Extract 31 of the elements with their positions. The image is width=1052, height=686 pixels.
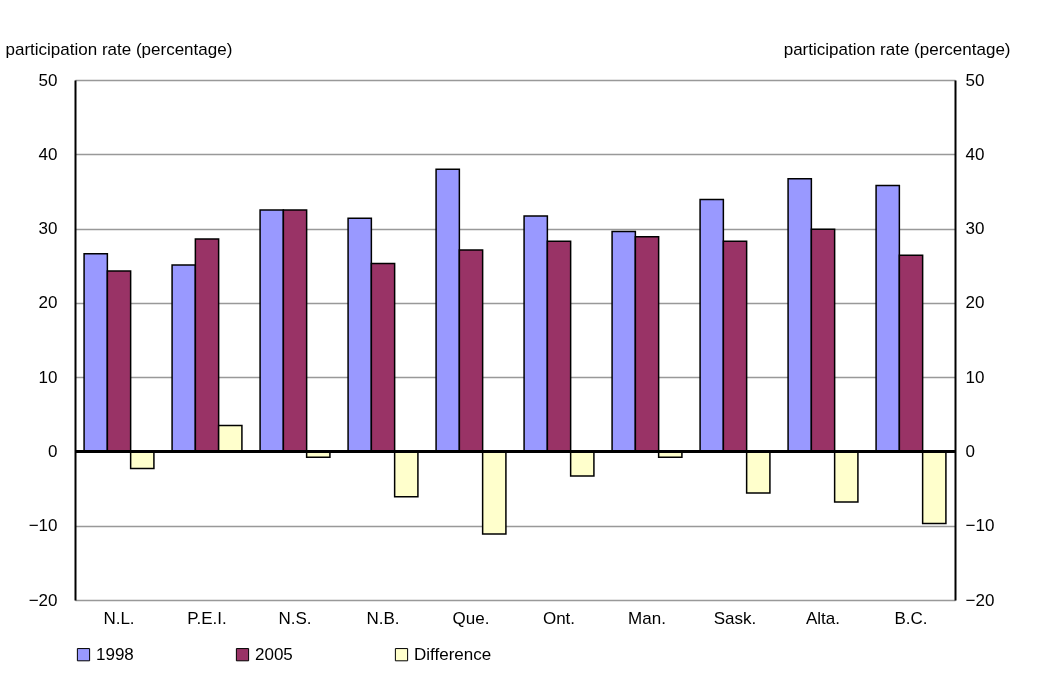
y-tick-label: 50 — [38, 70, 58, 90]
legend-label: 2005 — [255, 644, 293, 664]
y2-tick-label: −20 — [965, 590, 995, 610]
x-tick-label: Ont. — [542, 608, 576, 628]
x-tick-label: N.B. — [366, 608, 400, 628]
x-tick-label: N.S. — [278, 608, 312, 628]
x-tick-label: Man. — [628, 608, 666, 628]
y2-tick-label: 40 — [965, 144, 985, 164]
y2-tick-label: 50 — [965, 70, 985, 90]
y2-tick-label: 20 — [965, 293, 985, 313]
y-axis-title: participation rate (percentage) — [5, 39, 233, 59]
x-tick-label: B.C. — [894, 608, 928, 628]
y2-tick-label: −10 — [965, 516, 995, 536]
legend-label: Difference — [414, 644, 492, 664]
x-tick-label: Alta. — [805, 608, 841, 628]
y-tick-label: 10 — [38, 367, 58, 387]
y2-tick-label: 30 — [965, 219, 985, 239]
y-tick-label: −20 — [28, 590, 58, 610]
y2-tick-label: 10 — [965, 367, 985, 387]
y-tick-label: 20 — [38, 293, 58, 313]
legend-label: 1998 — [96, 644, 134, 664]
x-tick-label: P.E.I. — [187, 608, 227, 628]
x-tick-label: Sask. — [713, 608, 757, 628]
y-tick-label: −10 — [28, 516, 58, 536]
y-tick-label: 30 — [38, 219, 58, 239]
y2-axis-title: participation rate (percentage) — [783, 39, 1011, 59]
y2-tick-label: 0 — [965, 441, 975, 461]
x-tick-label: N.L. — [103, 608, 135, 628]
x-tick-label: Que. — [452, 608, 490, 628]
y-tick-label: 40 — [38, 144, 58, 164]
y-tick-label: 0 — [48, 441, 58, 461]
